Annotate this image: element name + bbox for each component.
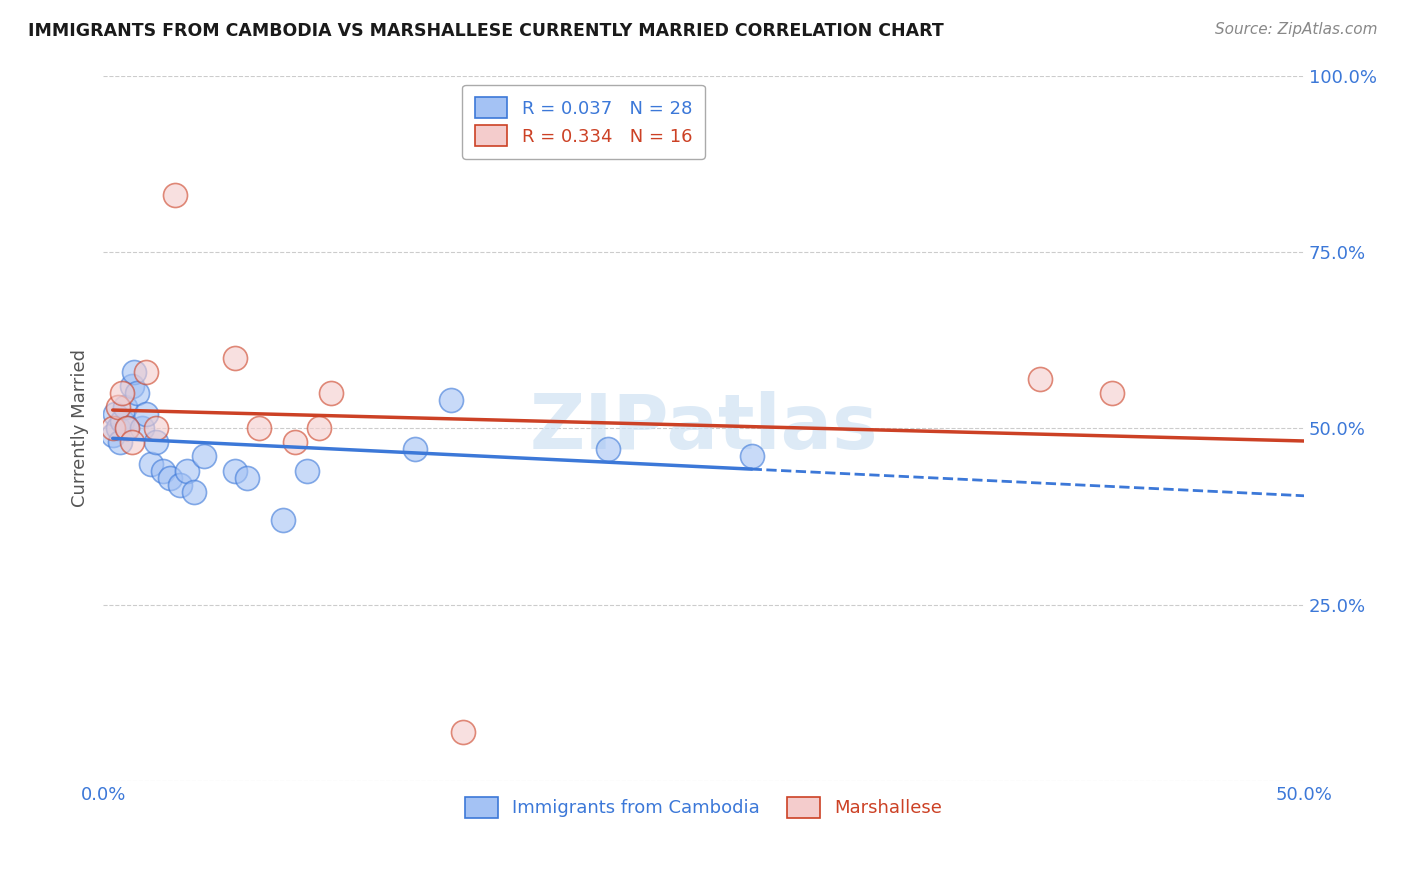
Point bbox=[308, 421, 330, 435]
Point bbox=[101, 421, 124, 435]
Text: Source: ZipAtlas.com: Source: ZipAtlas.com bbox=[1215, 22, 1378, 37]
Point bbox=[104, 407, 127, 421]
Point bbox=[247, 421, 270, 435]
Point bbox=[114, 400, 136, 414]
Point bbox=[236, 470, 259, 484]
Point bbox=[453, 724, 475, 739]
Point bbox=[183, 484, 205, 499]
Point bbox=[224, 464, 246, 478]
Point bbox=[165, 188, 187, 202]
Point bbox=[284, 435, 307, 450]
Legend: Immigrants from Cambodia, Marshallese: Immigrants from Cambodia, Marshallese bbox=[458, 789, 949, 825]
Point bbox=[111, 414, 134, 428]
Point bbox=[159, 470, 181, 484]
Point bbox=[135, 407, 157, 421]
Point bbox=[108, 435, 131, 450]
Point bbox=[111, 386, 134, 401]
Point bbox=[404, 442, 426, 457]
Point bbox=[107, 400, 129, 414]
Point bbox=[440, 392, 463, 407]
Point bbox=[1101, 386, 1123, 401]
Y-axis label: Currently Married: Currently Married bbox=[72, 350, 89, 508]
Point bbox=[124, 365, 146, 379]
Point bbox=[596, 442, 619, 457]
Point bbox=[135, 365, 157, 379]
Point bbox=[741, 450, 763, 464]
Point bbox=[121, 379, 143, 393]
Point bbox=[145, 421, 167, 435]
Point bbox=[145, 435, 167, 450]
Point bbox=[141, 457, 163, 471]
Point bbox=[176, 464, 198, 478]
Point bbox=[297, 464, 319, 478]
Point bbox=[115, 421, 138, 435]
Point bbox=[193, 450, 215, 464]
Point bbox=[121, 435, 143, 450]
Point bbox=[125, 386, 148, 401]
Point bbox=[131, 421, 153, 435]
Point bbox=[152, 464, 174, 478]
Point bbox=[271, 513, 294, 527]
Point bbox=[1029, 372, 1052, 386]
Text: IMMIGRANTS FROM CAMBODIA VS MARSHALLESE CURRENTLY MARRIED CORRELATION CHART: IMMIGRANTS FROM CAMBODIA VS MARSHALLESE … bbox=[28, 22, 943, 40]
Point bbox=[321, 386, 343, 401]
Text: ZIPatlas: ZIPatlas bbox=[529, 392, 877, 466]
Point bbox=[115, 421, 138, 435]
Point bbox=[107, 421, 129, 435]
Point bbox=[224, 351, 246, 365]
Point bbox=[101, 428, 124, 442]
Point bbox=[169, 477, 191, 491]
